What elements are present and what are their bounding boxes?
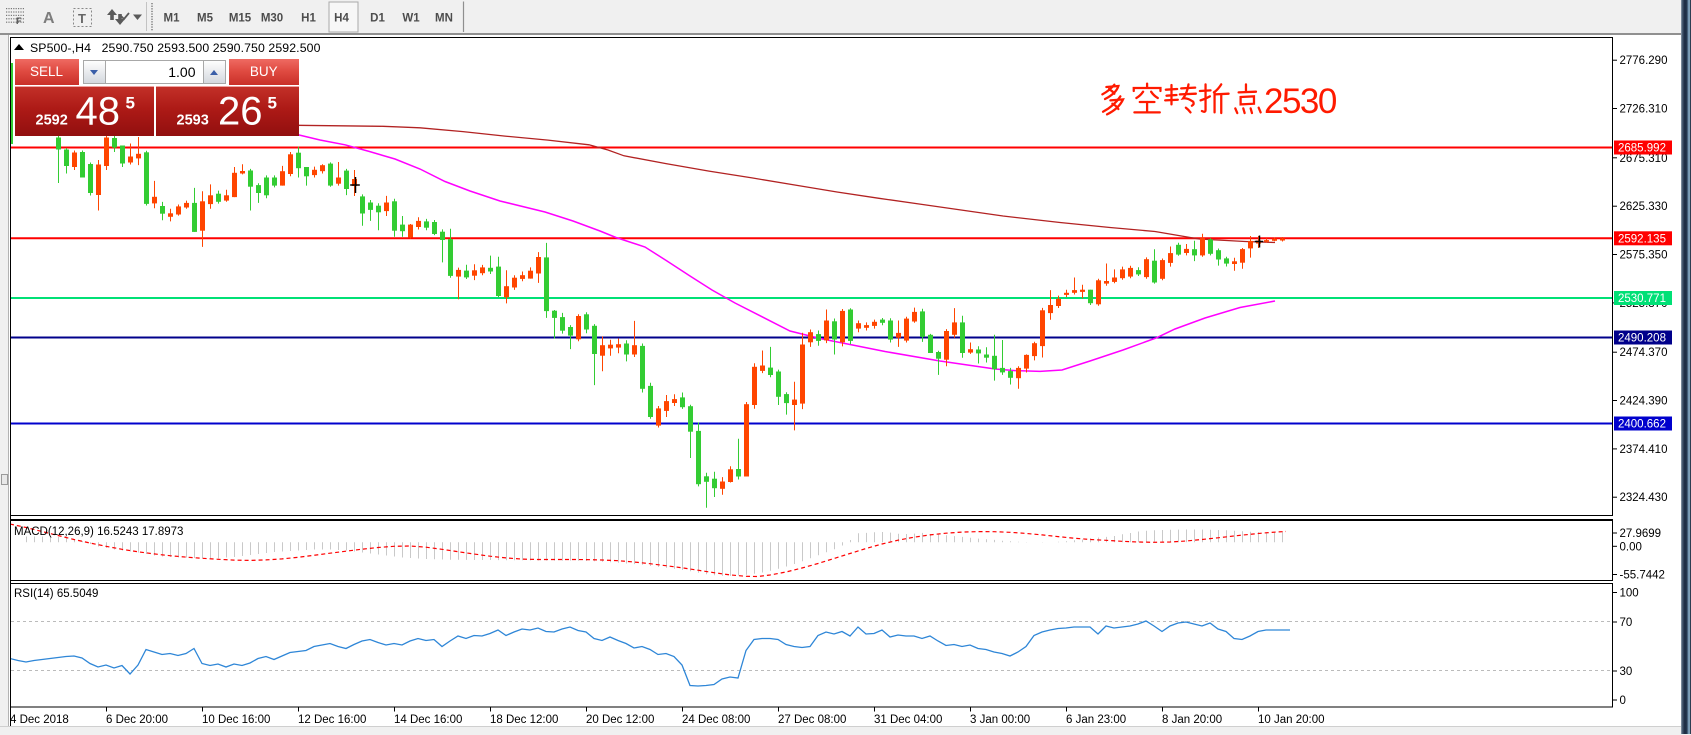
svg-text:RSI(14) 65.5049: RSI(14) 65.5049: [14, 588, 98, 600]
svg-text:SP500-,H4 2590.750 2593.500: SP500-,H4 2590.750 2593.500 2590.750 259…: [30, 41, 321, 55]
svg-text:30: 30: [1620, 666, 1633, 678]
svg-text:H1: H1: [301, 13, 316, 25]
svg-text:27 Dec 08:00: 27 Dec 08:00: [778, 714, 846, 726]
svg-text:M30: M30: [261, 13, 283, 25]
svg-text:100: 100: [1620, 588, 1639, 600]
svg-text:M15: M15: [229, 13, 252, 25]
svg-text:5: 5: [267, 94, 276, 113]
svg-text:2592: 2592: [35, 113, 67, 129]
svg-text:4 Dec 2018: 4 Dec 2018: [10, 714, 69, 726]
svg-text:A: A: [43, 10, 55, 27]
svg-text:MACD(12,26,9) 16.5243 17.8973: MACD(12,26,9) 16.5243 17.8973: [14, 526, 183, 538]
svg-text:2530: 2530: [1264, 82, 1337, 121]
svg-text:2726.310: 2726.310: [1620, 104, 1668, 116]
svg-text:8 Jan 20:00: 8 Jan 20:00: [1162, 714, 1222, 726]
svg-text:20 Dec 12:00: 20 Dec 12:00: [586, 714, 654, 726]
svg-text:31 Dec 04:00: 31 Dec 04:00: [874, 714, 942, 726]
svg-text:6 Jan 23:00: 6 Jan 23:00: [1066, 714, 1126, 726]
svg-text:2490.208: 2490.208: [1618, 333, 1666, 345]
svg-text:14 Dec 16:00: 14 Dec 16:00: [394, 714, 462, 726]
svg-text:2675.310: 2675.310: [1620, 153, 1668, 165]
svg-text:2593: 2593: [176, 113, 208, 129]
svg-text:24 Dec 08:00: 24 Dec 08:00: [682, 714, 750, 726]
svg-text:12 Dec 16:00: 12 Dec 16:00: [298, 714, 366, 726]
svg-text:2625.330: 2625.330: [1620, 201, 1668, 213]
svg-text:0: 0: [1620, 695, 1626, 707]
svg-text:2685.992: 2685.992: [1618, 143, 1666, 155]
svg-text:48: 48: [75, 90, 120, 134]
svg-text:MN: MN: [435, 13, 453, 25]
svg-text:T: T: [78, 11, 86, 26]
svg-text:2424.390: 2424.390: [1620, 396, 1668, 408]
svg-text:2776.290: 2776.290: [1620, 55, 1668, 67]
svg-text:0.00: 0.00: [1620, 541, 1642, 553]
svg-text:27.9699: 27.9699: [1620, 528, 1662, 540]
svg-text:2592.135: 2592.135: [1618, 233, 1666, 245]
svg-text:5: 5: [125, 94, 134, 113]
svg-text:26: 26: [218, 90, 263, 134]
svg-text:2530.771: 2530.771: [1618, 293, 1666, 305]
svg-text:2374.410: 2374.410: [1620, 444, 1668, 456]
svg-text:6 Dec 20:00: 6 Dec 20:00: [106, 714, 168, 726]
svg-text:70: 70: [1620, 617, 1633, 629]
svg-text:M5: M5: [197, 13, 214, 25]
svg-text:F: F: [16, 16, 22, 26]
svg-text:2400.662: 2400.662: [1618, 419, 1666, 431]
svg-text:H4: H4: [334, 13, 349, 25]
svg-text:M1: M1: [164, 13, 181, 25]
svg-text:2474.370: 2474.370: [1620, 347, 1668, 359]
svg-text:-55.7442: -55.7442: [1620, 570, 1665, 582]
svg-text:18 Dec 12:00: 18 Dec 12:00: [490, 714, 558, 726]
svg-text:D1: D1: [370, 13, 385, 25]
svg-text:2575.350: 2575.350: [1620, 250, 1668, 262]
svg-text:3 Jan 00:00: 3 Jan 00:00: [970, 714, 1030, 726]
svg-text:W1: W1: [402, 13, 420, 25]
svg-text:10 Jan 20:00: 10 Jan 20:00: [1258, 714, 1325, 726]
svg-text:2324.430: 2324.430: [1620, 492, 1668, 504]
svg-text:10 Dec 16:00: 10 Dec 16:00: [202, 714, 270, 726]
